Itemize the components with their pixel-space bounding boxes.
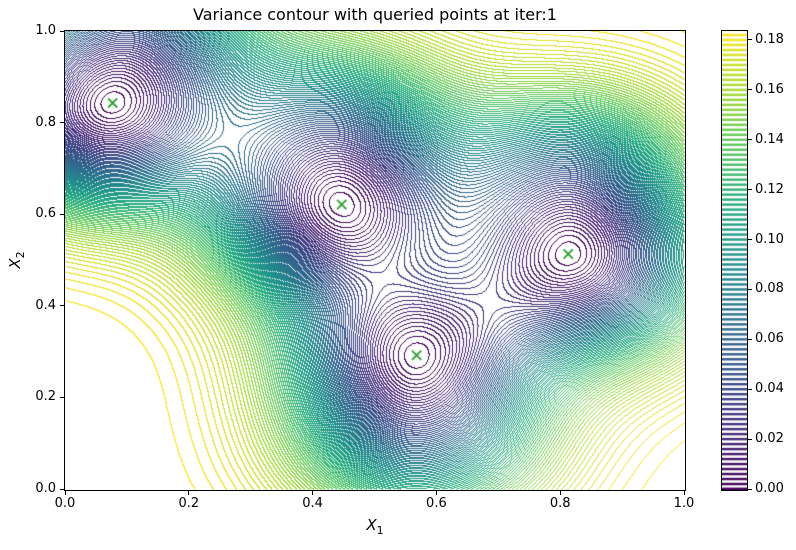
x-tick-label: 0.0 xyxy=(54,496,76,511)
colorbar-tick-mark xyxy=(748,139,752,141)
colorbar-tick-label: 0.12 xyxy=(755,181,784,197)
colorbar-tick-mark xyxy=(748,239,752,241)
y-tick-label: 0.6 xyxy=(35,206,56,222)
y-tick-mark xyxy=(60,122,64,124)
y-axis-label: X2 xyxy=(6,251,27,269)
x-tick-mark xyxy=(435,491,437,495)
colorbar-tick-mark xyxy=(748,388,752,390)
colorbar-tick-label: 0.00 xyxy=(755,481,784,496)
y-tick-label: 0.2 xyxy=(35,389,56,405)
contour-canvas xyxy=(65,31,685,490)
colorbar-tick-mark xyxy=(748,288,752,290)
x-tick-mark xyxy=(559,491,561,495)
colorbar-tick-mark xyxy=(748,338,752,340)
x-tick-mark xyxy=(64,491,66,495)
y-tick-label: 0.8 xyxy=(35,114,56,130)
x-tick-label: 1.0 xyxy=(673,496,695,511)
x-tick-mark xyxy=(312,491,314,495)
x-tick-label: 0.2 xyxy=(178,496,200,511)
y-tick-mark xyxy=(60,488,64,490)
colorbar xyxy=(721,30,748,491)
colorbar-tick-label: 0.10 xyxy=(755,231,784,247)
colorbar-tick-mark xyxy=(748,488,752,490)
x-tick-label: 0.8 xyxy=(549,496,571,511)
x-tick-mark xyxy=(188,491,190,495)
colorbar-tick-label: 0.04 xyxy=(755,381,784,397)
chart-title: Variance contour with queried points at … xyxy=(193,5,557,24)
y-tick-mark xyxy=(60,213,64,215)
colorbar-tick-label: 0.16 xyxy=(755,81,784,97)
plot-area xyxy=(64,30,686,491)
colorbar-tick-label: 0.06 xyxy=(755,331,784,347)
y-tick-mark xyxy=(60,30,64,32)
colorbar-tick-mark xyxy=(748,39,752,41)
colorbar-tick-label: 0.18 xyxy=(755,31,784,47)
colorbar-tick-label: 0.02 xyxy=(755,431,784,447)
y-tick-label: 1.0 xyxy=(35,23,56,38)
y-tick-mark xyxy=(60,396,64,398)
x-axis-label: X1 xyxy=(366,516,384,537)
colorbar-tick-label: 0.08 xyxy=(755,281,784,297)
x-tick-label: 0.6 xyxy=(426,496,447,511)
colorbar-tick-mark xyxy=(748,189,752,191)
y-tick-mark xyxy=(60,305,64,307)
colorbar-canvas xyxy=(722,31,747,490)
colorbar-tick-mark xyxy=(748,438,752,440)
x-tick-label: 0.4 xyxy=(302,496,323,511)
y-tick-label: 0.0 xyxy=(35,481,56,496)
colorbar-tick-mark xyxy=(748,89,752,91)
x-tick-mark xyxy=(683,491,685,495)
y-tick-label: 0.4 xyxy=(35,297,56,313)
colorbar-tick-label: 0.14 xyxy=(755,131,784,147)
